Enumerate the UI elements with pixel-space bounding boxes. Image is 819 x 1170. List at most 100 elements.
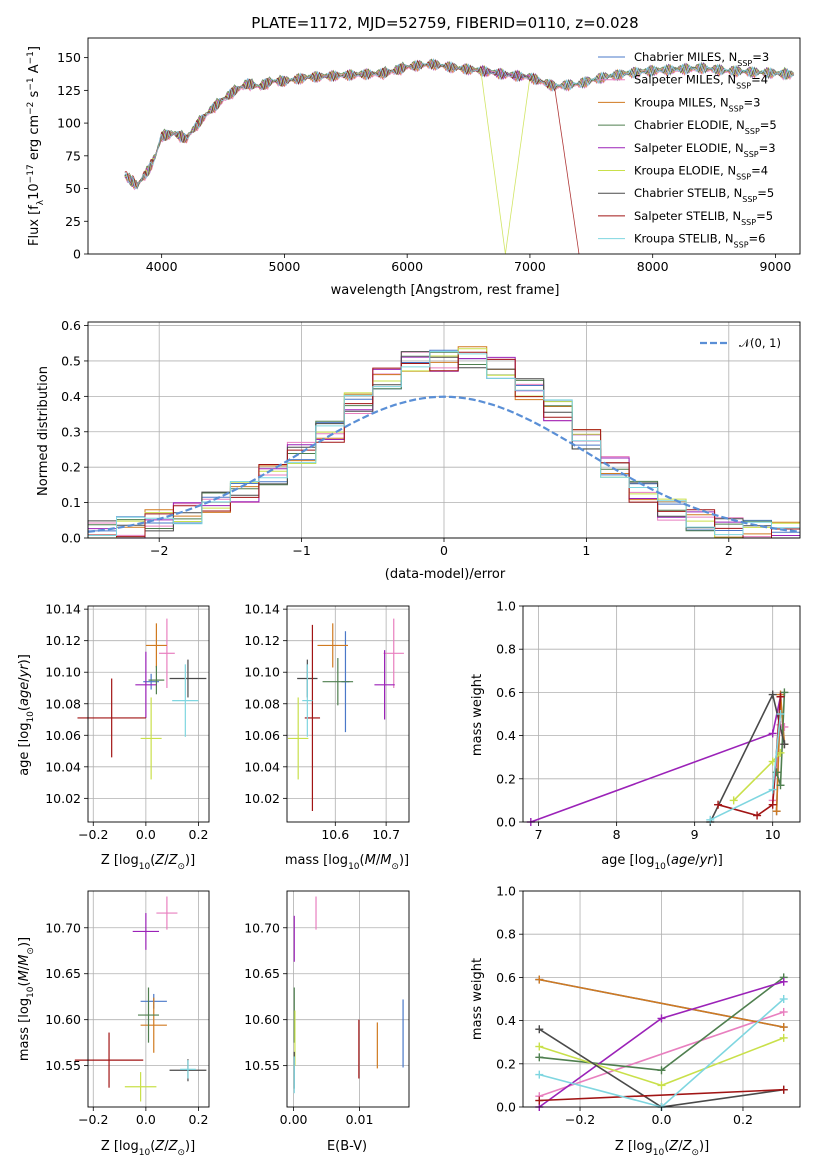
axes-frame: [87, 605, 210, 823]
y-tick-label: 0.4: [496, 728, 516, 743]
y-tick-label: 10.08: [45, 696, 81, 711]
weight-vs-metallicity-panel: −0.2 0.0 0.2 0.0 0.2 0.4 0.6 0.8 1.0: [496, 884, 801, 1127]
y-tick-label: 10.10: [45, 665, 81, 680]
y-tick-label: 75: [65, 148, 81, 163]
spectrum-xlabel: wavelength [Angstrom, rest frame]: [331, 283, 560, 298]
legend-entry: Salpeter ELODIE, NSSP=3: [634, 141, 776, 159]
massZ-ylabel: mass [log10(M/M⊙)]: [17, 937, 36, 1061]
y-tick-label: 10.02: [45, 791, 81, 806]
y-tick-label: 10.12: [244, 633, 280, 648]
x-tick-label: 9000: [760, 259, 792, 274]
y-tick-label: 0.0: [496, 1100, 516, 1115]
spectrum-legend: Chabrier MILES, NSSP=3 Salpeter MILES, NS…: [598, 50, 777, 249]
x-tick-label: 0.0: [136, 827, 156, 842]
y-tick-label: 0: [73, 247, 81, 262]
wAge-ylabel: mass weight: [470, 674, 485, 756]
y-tick-label: 10.14: [45, 602, 81, 617]
y-tick-label: 0.8: [496, 642, 516, 657]
axes-frame: [286, 890, 410, 1108]
y-tick-label: 0.4: [496, 1013, 516, 1028]
y-tick-label: 0.0: [496, 815, 516, 830]
massZ-xlabel: Z [log10(Z/Z⊙)]: [101, 1139, 195, 1158]
x-tick-label: 6000: [391, 259, 423, 274]
legend-entry: Kroupa MILES, NSSP=3: [634, 95, 760, 113]
y-tick-label: 0.2: [496, 771, 516, 786]
axes-frame: [87, 37, 801, 255]
y-tick-label: 10.60: [244, 1012, 280, 1027]
y-tick-label: 100: [57, 116, 81, 131]
y-tick-label: 0.4: [61, 389, 81, 404]
x-tick-label: 10: [765, 827, 781, 842]
x-tick-label: 5000: [269, 259, 301, 274]
x-tick-label: 7000: [514, 259, 546, 274]
plot-area: [293, 896, 404, 1094]
x-tick-label: 0.00: [280, 1112, 308, 1127]
y-tick-label: 10.08: [244, 696, 280, 711]
y-tick-label: 150: [57, 50, 81, 65]
axes-frame: [522, 605, 801, 823]
y-tick-label: 10.70: [45, 920, 81, 935]
y-tick-label: 10.55: [45, 1058, 81, 1073]
y-tick-label: 0.0: [61, 531, 81, 546]
x-tick-label: −1: [292, 543, 310, 558]
y-tick-label: 10.65: [45, 966, 81, 981]
massE-xlabel: E(B-V): [327, 1139, 367, 1154]
y-tick-label: 10.04: [244, 759, 280, 774]
hist-legend: 𝒩(0, 1): [700, 336, 781, 350]
plot-area: [74, 896, 207, 1102]
y-tick-label: 10.12: [45, 633, 81, 648]
plot-area: [535, 973, 788, 1111]
spectrum-line: [124, 58, 795, 189]
legend-entry: Chabrier MILES, NSSP=3: [634, 50, 769, 68]
residual-histogram-panel: −2 −1 0 1 2 0.0 0.1 0.2 0.3 0.4 0.5 0.6: [61, 318, 801, 558]
y-tick-label: 10.14: [244, 602, 280, 617]
plot-area: [87, 346, 801, 539]
x-tick-label: 0.0: [136, 1112, 156, 1127]
spectrum-ylabel: Flux [fλ10−17 erg cm−2 s−1 A−1]: [26, 46, 46, 246]
x-tick-label: −2: [150, 543, 168, 558]
legend-entry: Chabrier ELODIE, NSSP=5: [634, 118, 777, 136]
weight-line: [539, 1011, 784, 1097]
x-tick-label: 4000: [146, 259, 178, 274]
mass-vs-metallicity-panel: −0.2 0.0 0.2 10.55 10.60 10.65 10.70: [45, 890, 210, 1127]
x-tick-label: 0.2: [733, 1112, 753, 1127]
x-tick-label: 10.6: [321, 827, 349, 842]
x-tick-label: −0.2: [565, 1112, 595, 1127]
x-tick-label: 7: [535, 827, 543, 842]
age-vs-metallicity-panel: −0.2 0.0 0.2 10.02 10.04 10.06 10.08 10.10 10.12…: [45, 602, 210, 842]
y-tick-label: 1.0: [496, 599, 516, 614]
plot-area: [288, 618, 404, 811]
legend-entry: Chabrier STELIB, NSSP=5: [634, 186, 774, 204]
mass-vs-ebv-panel: 0.00 0.01 10.55 10.60 10.65 10.70: [244, 890, 410, 1127]
x-tick-label: 0.2: [189, 1112, 209, 1127]
x-tick-label: −0.2: [78, 1112, 108, 1127]
legend-entry: Kroupa STELIB, NSSP=6: [634, 232, 765, 250]
wAge-xlabel: age [log10(age/yr)]: [601, 853, 723, 872]
weight-line: [539, 1088, 784, 1102]
normal-curve: [87, 395, 801, 533]
spectrum-line: [124, 58, 795, 189]
plot-area: [124, 58, 795, 255]
ageM-xlabel: mass [log10(M/M⊙)]: [285, 853, 409, 872]
y-tick-label: 0.8: [496, 927, 516, 942]
y-tick-label: 0.6: [61, 318, 81, 333]
y-tick-label: 0.5: [61, 353, 81, 368]
weight-line: [539, 978, 784, 1028]
spectrum-line: [124, 59, 795, 188]
y-tick-label: 10.65: [244, 966, 280, 981]
histogram-step: [88, 348, 800, 539]
y-tick-label: 25: [65, 214, 81, 229]
wZ-xlabel: Z [log10(Z/Z⊙)]: [615, 1139, 709, 1158]
spectrum-panel: 4000 5000 6000 7000 8000 9000 0 25 50 75 100 125 150: [57, 37, 801, 274]
hist-legend-label: 𝒩(0, 1): [739, 336, 781, 350]
x-tick-label: 0.2: [189, 827, 209, 842]
y-tick-label: 10.06: [244, 728, 280, 743]
x-tick-label: 10.7: [372, 827, 400, 842]
spectrum-title: PLATE=1172, MJD=52759, FIBERID=0110, z=0…: [251, 14, 638, 32]
x-tick-label: 0.0: [652, 1112, 672, 1127]
y-tick-label: 10.55: [244, 1058, 280, 1073]
legend-entry: Kroupa ELODIE, NSSP=4: [634, 164, 768, 182]
y-tick-label: 10.10: [244, 665, 280, 680]
histogram-step: [87, 349, 800, 538]
